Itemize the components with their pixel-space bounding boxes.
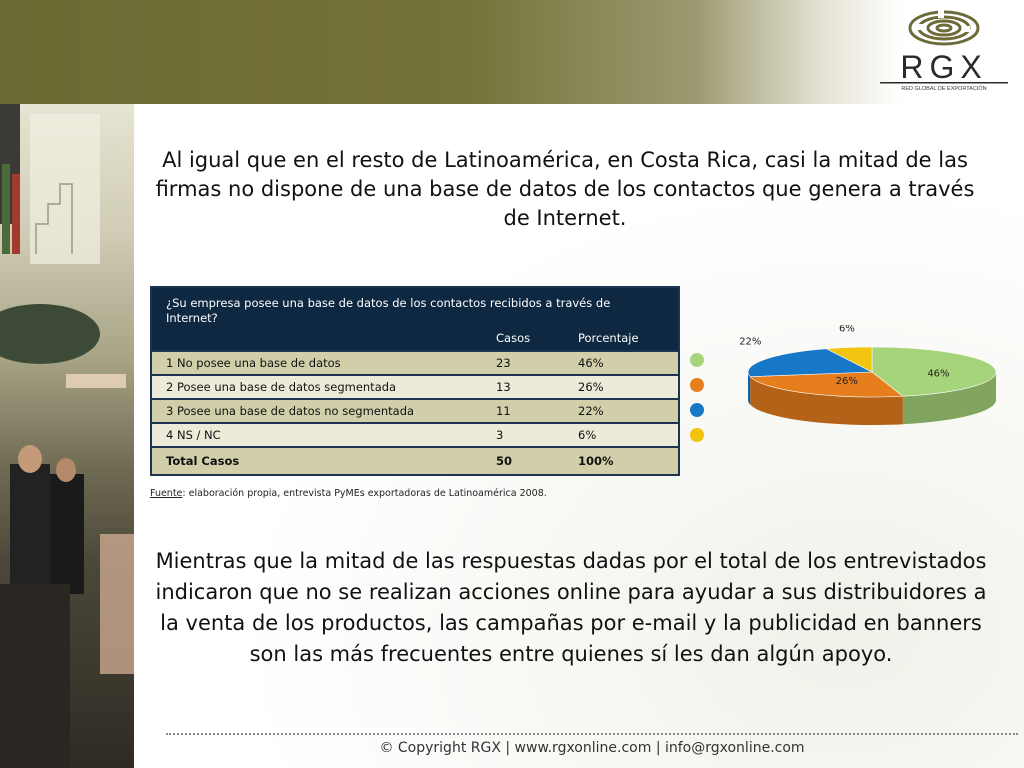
pie-slice — [871, 346, 997, 397]
pie-slice — [825, 346, 873, 373]
pie-data-label: 46% — [927, 368, 949, 379]
row-cases: 13 — [496, 374, 578, 399]
table-total-row: Total Casos 50 100% — [151, 446, 679, 475]
total-percent: 100% — [578, 446, 679, 475]
source-note: Fuente: elaboración propia, entrevista P… — [150, 488, 547, 499]
row-cases: 23 — [496, 350, 578, 375]
row-percent: 46% — [578, 350, 679, 375]
header-band — [0, 0, 1024, 104]
footer-copyright: © Copyright RGX | www.rgxonline.com | in… — [379, 740, 805, 756]
intro-paragraph: Al igual que en el resto de Latinoaméric… — [155, 148, 975, 230]
pie-slice-side — [902, 372, 996, 425]
row-label: 1 No posee una base de datos — [151, 350, 496, 375]
pie-data-label: 6% — [839, 325, 855, 334]
pie-data-label: 22% — [740, 337, 761, 348]
table-header-percent: Porcentaje — [578, 328, 679, 351]
pie-slice — [747, 348, 874, 377]
pie-slice-side — [748, 372, 751, 405]
logo-tagline: RED GLOBAL DE EXPORTACIÓN — [901, 85, 986, 92]
legend-swatch — [690, 403, 704, 417]
survey-table: ¿Su empresa posee una base de datos de l… — [150, 286, 680, 476]
side-photo-collage — [0, 104, 134, 768]
conclusion-paragraph: Mientras que la mitad de las respuestas … — [155, 549, 987, 666]
table-header-cases: Casos — [496, 328, 578, 351]
table-row: 2 Posee una base de datos segmentada 13 … — [151, 374, 679, 399]
row-percent: 26% — [578, 374, 679, 399]
rgx-logo: RGX RED GLOBAL DE EXPORTACIÓN — [876, 6, 1012, 94]
row-label: 4 NS / NC — [151, 422, 496, 447]
table-header-blank — [151, 328, 496, 351]
row-cases: 11 — [496, 398, 578, 423]
table-row: 1 No posee una base de datos 23 46% — [151, 350, 679, 375]
pie-chart: 46% 26% 22% 6% — [740, 325, 997, 425]
legend-swatch — [690, 353, 704, 367]
row-label: 2 Posee una base de datos segmentada — [151, 374, 496, 399]
total-label: Total Casos — [151, 446, 496, 475]
footer-divider — [166, 733, 1018, 735]
table-row: 4 NS / NC 3 6% — [151, 422, 679, 447]
source-text: : elaboración propia, entrevista PyMEs e… — [182, 488, 547, 499]
pie-data-label: 26% — [836, 376, 858, 387]
maze-logo-icon: RGX RED GLOBAL DE EXPORTACIÓN — [880, 10, 1008, 92]
legend-swatch — [690, 378, 704, 392]
row-label: 3 Posee una base de datos no segmentada — [151, 398, 496, 423]
row-percent: 6% — [578, 422, 679, 447]
table-question: ¿Su empresa posee una base de datos de l… — [151, 287, 679, 328]
legend-swatch — [690, 428, 704, 442]
row-cases: 3 — [496, 422, 578, 447]
table-row: 3 Posee una base de datos no segmentada … — [151, 398, 679, 423]
source-prefix: Fuente — [150, 488, 183, 499]
pie-slice-side — [750, 376, 903, 425]
total-cases: 50 — [496, 446, 578, 475]
logo-wordmark: RGX — [900, 49, 987, 85]
row-percent: 22% — [578, 398, 679, 423]
pie-slice — [749, 371, 904, 398]
